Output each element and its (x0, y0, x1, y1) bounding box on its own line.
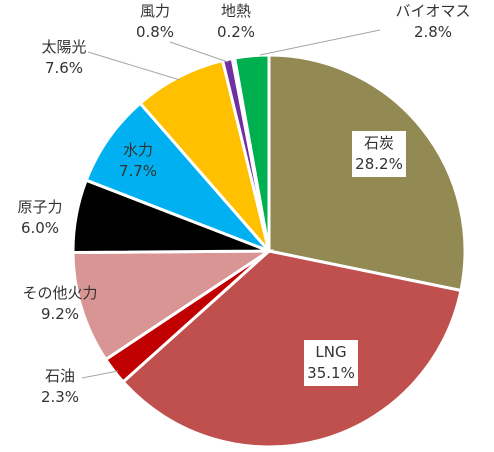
leader-line-7 (169, 41, 229, 63)
slice-value-label-2: 2.3% (41, 388, 79, 406)
leader-line-9 (259, 29, 381, 56)
slice-value-label-8: 0.2% (217, 23, 255, 41)
slice-value-label-0: 28.2% (355, 155, 403, 173)
label-box-1 (304, 340, 358, 386)
pie-slice-3 (71, 249, 275, 362)
slice-value-label-6: 7.6% (45, 59, 83, 77)
pie-slice-5 (84, 101, 271, 253)
slice-name-label-0: 石炭 (364, 134, 394, 152)
slice-name-label-4: 原子力 (17, 198, 62, 216)
slice-value-label-4: 6.0% (21, 219, 59, 237)
pie-slices (71, 53, 467, 449)
slice-value-label-5: 7.7% (119, 162, 157, 180)
slice-name-label-1: LNG (315, 343, 346, 361)
slice-name-label-7: 風力 (140, 2, 170, 20)
label-box-0 (352, 131, 406, 177)
slice-value-label-3: 9.2% (41, 305, 79, 323)
slice-value-label-7: 0.8% (136, 23, 174, 41)
data-labels: 石炭 28.2% LNG 35.1% 石油 2.3% その他火力 9.2% 原子力 6.0% 水力 7… (17, 2, 470, 406)
slice-name-label-5: 水力 (123, 141, 153, 159)
pie-slice-6 (138, 58, 271, 252)
slice-name-label-2: 石油 (45, 367, 75, 385)
slice-name-label-6: 太陽光 (41, 38, 86, 56)
pie-slice-1 (120, 249, 463, 449)
leader-line-2 (81, 370, 119, 379)
slice-value-label-9: 2.8% (414, 23, 452, 41)
leader-line-6 (87, 51, 181, 81)
slice-name-label-8: 地熱 (221, 2, 251, 20)
leader-lines (81, 29, 381, 379)
slice-name-label-3: その他火力 (22, 284, 97, 302)
pie-slice-9 (232, 53, 271, 252)
slice-value-label-1: 35.1% (307, 364, 355, 382)
slice-name-label-9: バイオマス (395, 2, 470, 20)
